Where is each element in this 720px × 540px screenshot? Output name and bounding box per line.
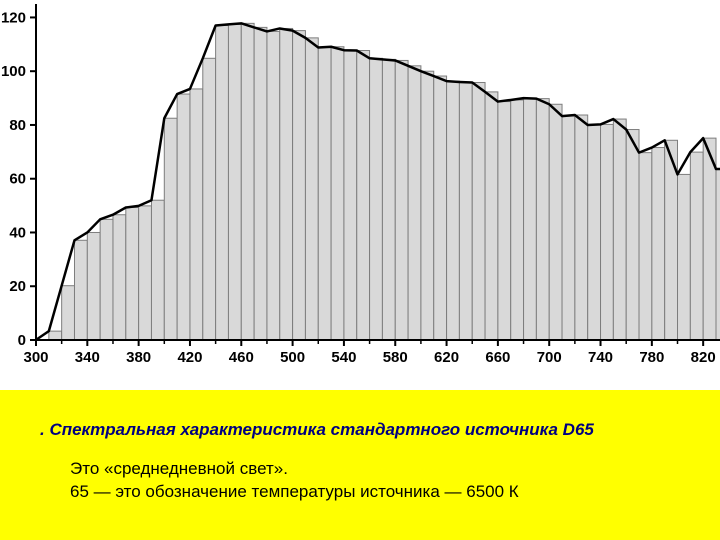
bar (357, 51, 370, 341)
bar (216, 26, 229, 341)
bar (139, 206, 152, 340)
bar (203, 58, 216, 340)
bar (703, 138, 716, 340)
bar (370, 58, 383, 340)
bar (126, 207, 139, 340)
x-tick-label: 620 (434, 349, 459, 366)
bar (190, 89, 203, 340)
bar (305, 38, 318, 340)
bar (113, 215, 126, 340)
bar (485, 92, 498, 340)
y-tick-label: 0 (18, 332, 26, 349)
bar (626, 130, 639, 340)
x-tick-label: 740 (588, 349, 613, 366)
bar (575, 115, 588, 340)
x-tick-label: 500 (280, 349, 305, 366)
bar (690, 152, 703, 340)
x-tick-label: 540 (331, 349, 356, 366)
bar (408, 66, 421, 340)
bar (652, 148, 665, 340)
bar (511, 100, 524, 340)
bar (62, 286, 75, 340)
bar (601, 124, 614, 340)
y-tick-label: 20 (9, 278, 26, 295)
bar (318, 48, 331, 340)
y-tick-label: 100 (1, 63, 26, 80)
x-tick-label: 300 (23, 349, 48, 366)
bar (228, 24, 241, 340)
bar (716, 169, 720, 340)
bar (74, 240, 87, 340)
bar (459, 82, 472, 340)
bar (395, 60, 408, 340)
caption-box: . Спектральная характеристика стандартно… (0, 390, 720, 540)
bar (434, 76, 447, 340)
x-tick-label: 380 (126, 349, 151, 366)
x-tick-label: 820 (691, 349, 716, 366)
bar (524, 98, 537, 340)
y-tick-label: 40 (9, 224, 26, 241)
bar (164, 118, 177, 340)
bar (254, 27, 267, 340)
bar (267, 31, 280, 340)
bar (151, 200, 164, 340)
x-tick-label: 580 (383, 349, 408, 366)
bar (293, 31, 306, 340)
bar (241, 23, 254, 340)
bar (331, 47, 344, 340)
x-tick-label: 660 (485, 349, 510, 366)
x-tick-label: 340 (75, 349, 100, 366)
bar (344, 50, 357, 340)
bar (447, 81, 460, 340)
bar (588, 125, 601, 340)
bar (421, 71, 434, 340)
bar (613, 119, 626, 340)
y-tick-label: 60 (9, 171, 26, 188)
bar (49, 331, 62, 340)
bar (639, 153, 652, 340)
x-tick-label: 460 (229, 349, 254, 366)
caption-line2: 65 — это обозначение температуры источни… (70, 482, 519, 501)
bar (678, 174, 691, 340)
caption-line1: Это «среднедневной свет». (70, 459, 288, 478)
y-tick-label: 120 (1, 9, 26, 26)
x-tick-label: 700 (537, 349, 562, 366)
bar (472, 82, 485, 340)
caption-title: . Спектральная характеристика стандартно… (40, 420, 680, 440)
x-tick-label: 780 (639, 349, 664, 366)
bar (382, 59, 395, 340)
y-tick-label: 80 (9, 117, 26, 134)
bar (562, 116, 575, 340)
bar (536, 99, 549, 340)
bar (177, 94, 190, 340)
spectral-chart: 0 20 40 60 80 100 120 300 340 380 420 460 500 540 580 6… (0, 0, 720, 390)
caption-body: Это «среднедневной свет». 65 — это обозн… (40, 458, 680, 504)
bar (87, 232, 100, 340)
bar (100, 219, 113, 340)
bar (280, 28, 293, 340)
bar (549, 104, 562, 340)
x-tick-label: 420 (177, 349, 202, 366)
bar (498, 102, 511, 340)
